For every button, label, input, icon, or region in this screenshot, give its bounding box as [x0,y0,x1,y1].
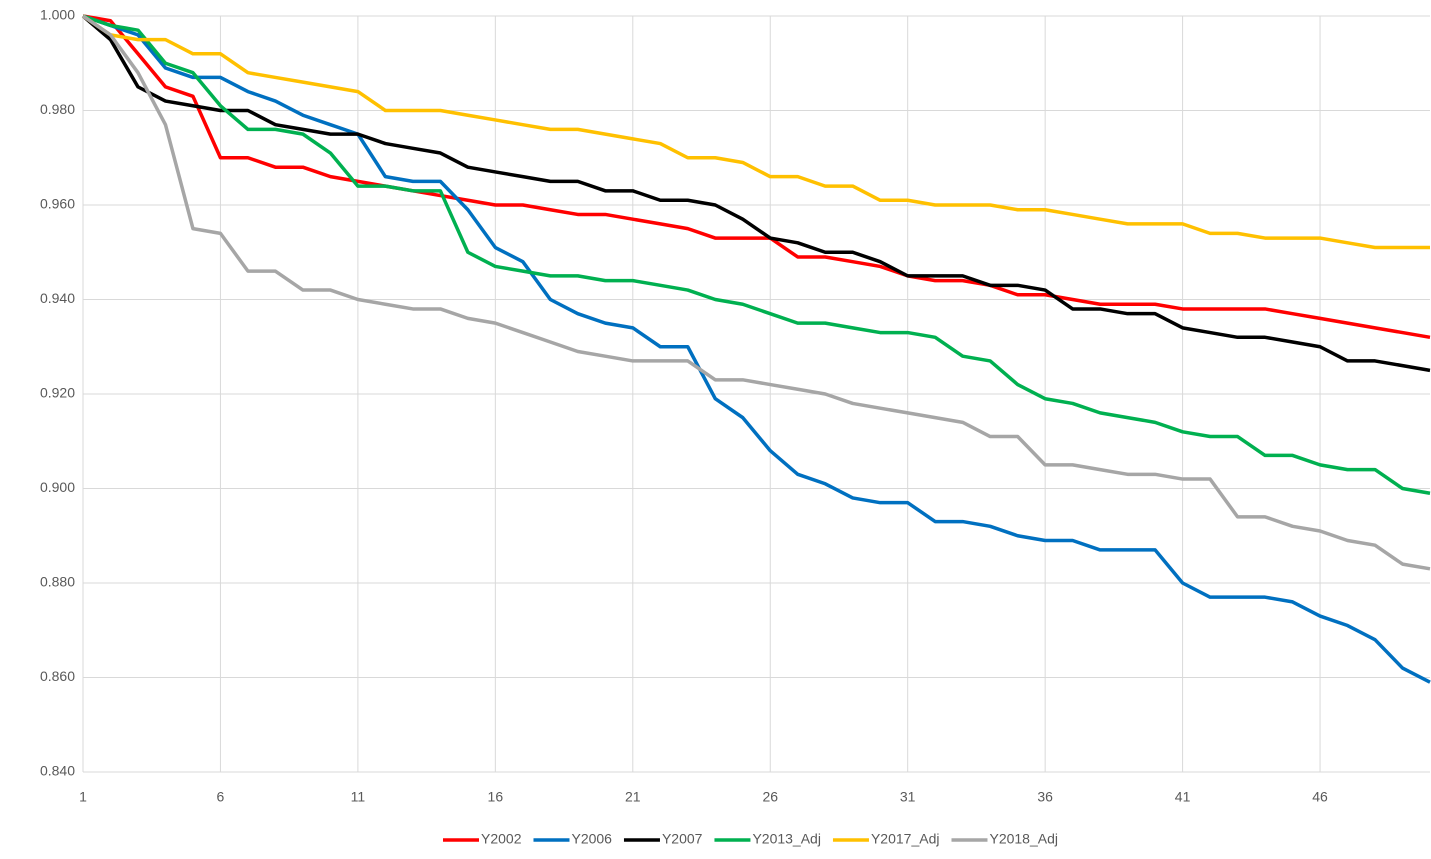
series-line [82,14,1431,571]
x-tick-label: 21 [625,789,641,805]
x-tick-label: 26 [762,789,778,805]
y-tick-label: 0.860 [40,668,75,684]
series-line [82,14,1430,250]
y-tick-label: 0.980 [40,101,75,117]
x-tick-label: 31 [900,789,916,805]
series-line [82,14,1431,340]
series-line [82,14,1431,684]
x-tick-label: 36 [1037,789,1053,805]
x-tick-label: 6 [217,789,225,805]
x-tick-label: 1 [79,789,87,805]
legend-label: Y2006 [571,831,612,847]
y-tick-label: 1.000 [40,7,75,23]
x-tick-label: 16 [488,789,504,805]
x-tick-label: 46 [1312,789,1328,805]
y-tick-label: 0.840 [40,763,75,779]
y-tick-label: 0.900 [40,479,75,495]
series-line [82,14,1431,495]
legend-label: Y2002 [481,831,522,847]
legend-label: Y2013_Adj [752,831,821,847]
x-tick-label: 11 [351,789,366,805]
x-tick-label: 41 [1175,789,1191,805]
legend-label: Y2018_Adj [989,831,1058,847]
series-line [81,14,1431,373]
y-tick-label: 0.940 [40,290,75,306]
y-tick-label: 0.960 [40,196,75,212]
legend-label: Y2017_Adj [871,831,940,847]
legend-label: Y2007 [662,831,703,847]
y-tick-label: 0.880 [40,574,75,590]
y-tick-label: 0.920 [40,385,75,401]
